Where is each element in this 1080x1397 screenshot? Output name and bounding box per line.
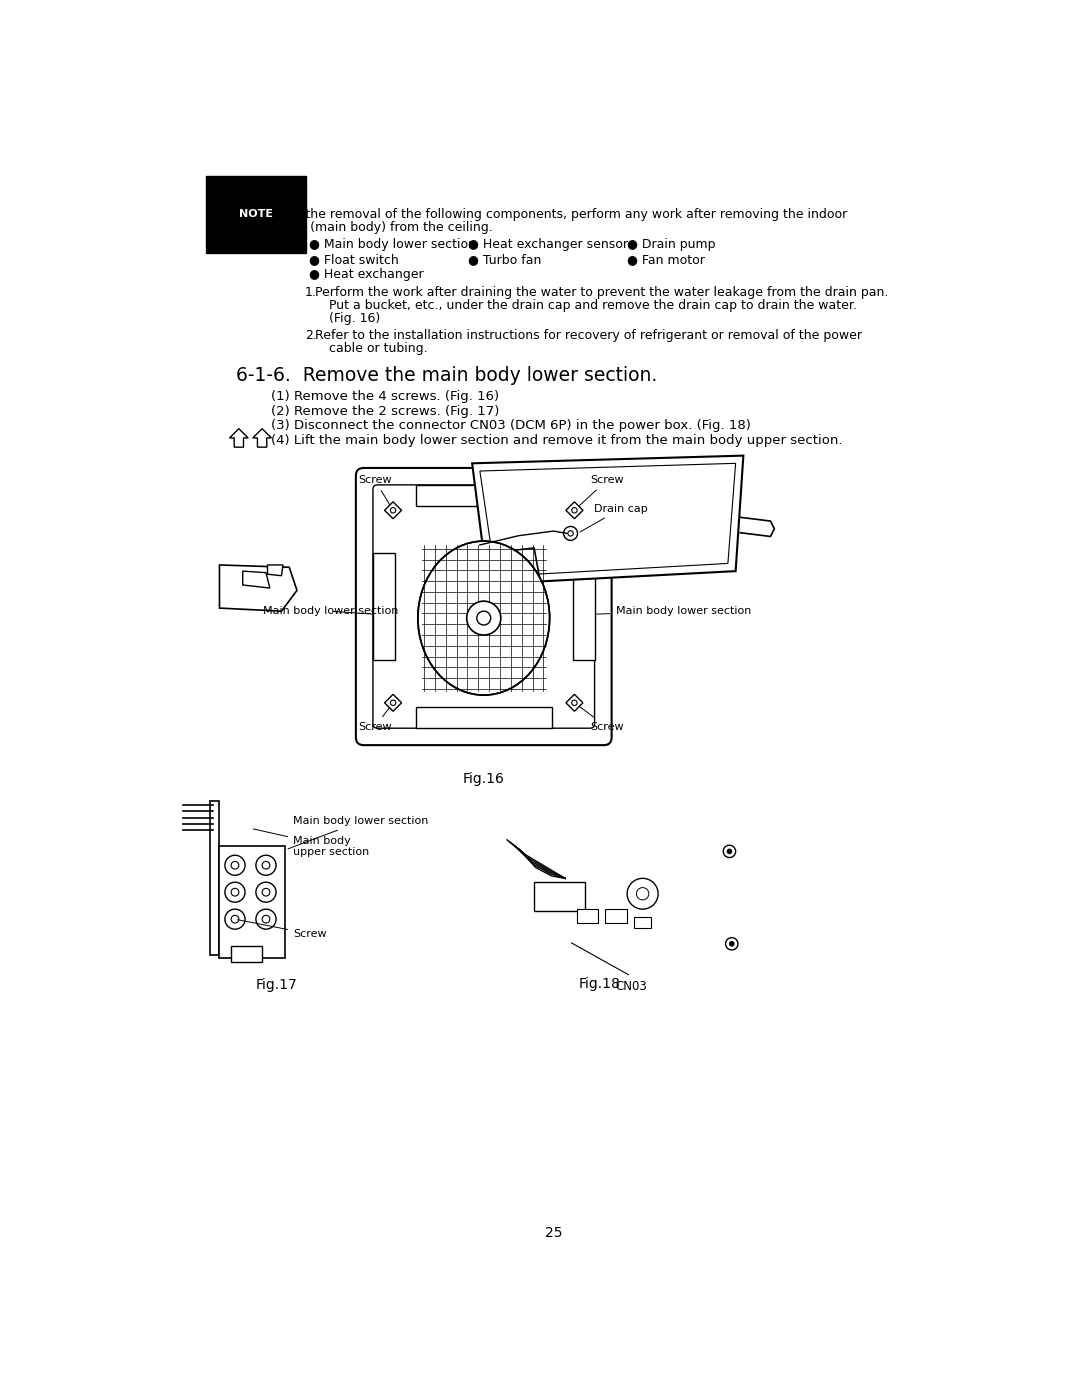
Circle shape (727, 849, 732, 854)
Polygon shape (219, 564, 297, 610)
Circle shape (256, 855, 276, 876)
Text: 6-1-6.  Remove the main body lower section.: 6-1-6. Remove the main body lower sectio… (235, 366, 657, 384)
Text: (2) Remove the 2 screws. (Fig. 17): (2) Remove the 2 screws. (Fig. 17) (271, 405, 499, 418)
Bar (211, 802, 219, 956)
Polygon shape (472, 455, 743, 584)
Text: Fig.18: Fig.18 (579, 977, 621, 990)
Circle shape (231, 915, 239, 923)
Text: ● Fan motor: ● Fan motor (627, 253, 705, 265)
Circle shape (256, 882, 276, 902)
Text: ● Turbo fan: ● Turbo fan (469, 253, 542, 265)
Text: 25: 25 (544, 1227, 563, 1241)
Polygon shape (253, 429, 271, 447)
Text: cable or tubing.: cable or tubing. (328, 342, 428, 355)
Text: Main body lower section: Main body lower section (595, 606, 751, 616)
Circle shape (729, 942, 734, 946)
Circle shape (390, 700, 395, 705)
Text: (4) Lift the main body lower section and remove it from the main body upper sect: (4) Lift the main body lower section and… (271, 434, 842, 447)
Text: Main body lower section: Main body lower section (288, 816, 429, 849)
Text: Screw: Screw (577, 704, 623, 732)
Circle shape (564, 527, 578, 541)
Text: (3) Disconnect the connector CN03 (DCM 6P) in the power box. (Fig. 18): (3) Disconnect the connector CN03 (DCM 6… (271, 419, 751, 433)
Text: CN03: CN03 (616, 979, 647, 993)
Circle shape (225, 882, 245, 902)
Text: unit (main body) from the ceiling.: unit (main body) from the ceiling. (282, 221, 492, 233)
Text: Main body
upper section: Main body upper section (253, 828, 369, 858)
Polygon shape (566, 694, 583, 711)
Circle shape (476, 610, 490, 624)
Circle shape (256, 909, 276, 929)
Polygon shape (384, 502, 402, 518)
Circle shape (627, 879, 658, 909)
Bar (577, 909, 598, 923)
Bar (572, 553, 595, 661)
Text: Drain cap: Drain cap (580, 504, 648, 532)
Text: Screw: Screw (359, 475, 392, 509)
Text: Refer to the installation instructions for recovery of refrigerant or removal of: Refer to the installation instructions f… (314, 328, 862, 342)
Ellipse shape (418, 541, 550, 696)
Text: ● Heat exchanger: ● Heat exchanger (309, 268, 424, 281)
Bar (231, 946, 262, 961)
Text: Put a bucket, etc., under the drain cap and remove the drain cap to drain the wa: Put a bucket, etc., under the drain cap … (328, 299, 856, 313)
Bar (416, 485, 552, 507)
Text: ● Drain pump: ● Drain pump (627, 239, 716, 251)
Circle shape (636, 887, 649, 900)
Circle shape (225, 855, 245, 876)
Bar (535, 882, 584, 911)
Circle shape (571, 507, 577, 513)
Text: ● Float switch: ● Float switch (309, 253, 400, 265)
Polygon shape (566, 502, 583, 518)
Circle shape (571, 700, 577, 705)
Text: 2.: 2. (305, 328, 316, 342)
Circle shape (231, 888, 239, 895)
Circle shape (390, 507, 395, 513)
Circle shape (467, 601, 501, 636)
Text: (Fig. 16): (Fig. 16) (328, 313, 380, 326)
Text: ● Heat exchanger sensor: ● Heat exchanger sensor (469, 239, 629, 251)
Text: Main body lower section: Main body lower section (262, 606, 399, 616)
Text: ● Main body lower section: ● Main body lower section (309, 239, 476, 251)
Bar (219, 847, 285, 958)
Polygon shape (384, 694, 402, 711)
Circle shape (724, 845, 735, 858)
Bar (606, 909, 627, 923)
Polygon shape (464, 548, 542, 598)
Circle shape (726, 937, 738, 950)
Circle shape (225, 909, 245, 929)
Polygon shape (230, 429, 248, 447)
Text: Screw: Screw (359, 705, 392, 732)
Text: Screw: Screw (577, 475, 623, 509)
Circle shape (568, 531, 573, 536)
Text: 1.: 1. (305, 286, 316, 299)
Circle shape (262, 915, 270, 923)
Bar (416, 707, 552, 728)
Text: Fig.16: Fig.16 (463, 773, 504, 787)
Circle shape (231, 862, 239, 869)
Polygon shape (243, 571, 270, 588)
Text: (1) Remove the 4 screws. (Fig. 16): (1) Remove the 4 screws. (Fig. 16) (271, 390, 499, 404)
Text: NOTE: NOTE (239, 210, 273, 219)
Circle shape (262, 862, 270, 869)
Text: Screw: Screw (238, 919, 327, 939)
Polygon shape (469, 588, 499, 606)
Bar (373, 553, 394, 661)
Text: Fig.17: Fig.17 (255, 978, 297, 992)
Polygon shape (268, 564, 283, 576)
Bar (634, 916, 651, 929)
FancyBboxPatch shape (373, 485, 595, 728)
Circle shape (262, 888, 270, 895)
Text: Perform the work after draining the water to prevent the water leakage from the : Perform the work after draining the wate… (314, 286, 888, 299)
Text: For the removal of the following components, perform any work after removing the: For the removal of the following compone… (282, 208, 848, 221)
FancyBboxPatch shape (356, 468, 611, 745)
